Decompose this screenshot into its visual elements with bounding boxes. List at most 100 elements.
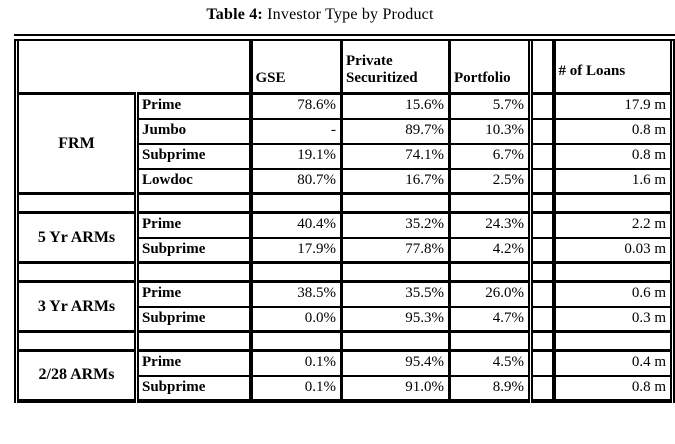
group-cell-228-arms: 2/28 ARMs — [16, 350, 137, 402]
cell-private-securitized: 35.2% — [340, 212, 450, 239]
cell-private-securitized: 91.0% — [340, 375, 450, 402]
cell-num-loans: 0.3 m — [551, 306, 673, 333]
table-row: Lowdoc 80.7% 16.7% 2.5% 1.6 m — [17, 168, 673, 195]
table-caption-text: Investor Type by Product — [262, 6, 434, 23]
cell-private-securitized: 74.1% — [340, 143, 450, 170]
cell-private-securitized: 35.5% — [340, 281, 450, 308]
cell-private-securitized: 89.7% — [340, 118, 450, 145]
spacer-cell — [551, 192, 673, 214]
cell-portfolio: 6.7% — [448, 143, 531, 170]
row-label: Prime — [134, 93, 251, 120]
row-label: Subprime — [134, 237, 251, 264]
header-row: GSE Private Securitized Portfolio # of L… — [16, 37, 673, 95]
row-label: Prime — [134, 350, 251, 377]
spacer-cell — [248, 330, 342, 352]
cell-gse: 78.6% — [248, 93, 342, 120]
cell-num-loans: 0.4 m — [551, 350, 673, 377]
table-caption-number: Table 4: — [206, 6, 263, 23]
table-row: Subprime 0.1% 91.0% 8.9% 0.8 m — [17, 375, 673, 402]
row-label: Lowdoc — [134, 168, 251, 195]
section-spacer-row — [16, 330, 673, 352]
cell-portfolio: 5.7% — [448, 93, 531, 120]
cell-portfolio: 4.7% — [448, 306, 531, 333]
row-label: Subprime — [134, 375, 251, 402]
spacer-cell — [134, 192, 251, 214]
table-row: FRM Prime 78.6% 15.6% 5.7% 17.9 m — [16, 93, 673, 195]
section-spacer-row — [16, 192, 673, 214]
row-label: Subprime — [134, 143, 251, 170]
spacer-cell — [551, 261, 673, 283]
spacer-cell — [16, 261, 137, 283]
cell-num-loans: 0.03 m — [551, 237, 673, 264]
group-cell-frm: FRM — [16, 93, 137, 195]
cell-gse: 0.0% — [248, 306, 342, 333]
table-row: 5 Yr ARMs Prime 40.4% 35.2% 24.3% 2.2 m — [16, 212, 673, 264]
cell-portfolio: 10.3% — [448, 118, 531, 145]
cell-portfolio: 4.2% — [448, 237, 531, 264]
cell-gse: 0.1% — [248, 350, 342, 377]
spacer-cell — [528, 375, 554, 402]
spacer-cell — [16, 192, 137, 214]
cell-gse: 80.7% — [248, 168, 342, 195]
cell-gse: - — [248, 118, 342, 145]
table-caption: Table 4: Investor Type by Product — [0, 6, 640, 24]
cell-private-securitized: 77.8% — [340, 237, 450, 264]
cell-gse: 38.5% — [248, 281, 342, 308]
spacer-cell — [448, 261, 531, 283]
spacer-cell — [134, 330, 251, 352]
cell-num-loans: 0.8 m — [551, 118, 673, 145]
investor-type-by-product-table: GSE Private Securitized Portfolio # of L… — [14, 34, 675, 403]
cell-portfolio: 2.5% — [448, 168, 531, 195]
group-cell-5yr-arms: 5 Yr ARMs — [16, 212, 137, 264]
spacer-cell — [528, 281, 554, 308]
cell-portfolio: 26.0% — [448, 281, 531, 308]
table-row: Subprime 19.1% 74.1% 6.7% 0.8 m — [17, 143, 673, 170]
cell-private-securitized: 15.6% — [340, 93, 450, 120]
cell-private-securitized: 16.7% — [340, 168, 450, 195]
table-row: Jumbo - 89.7% 10.3% 0.8 m — [17, 118, 673, 145]
spacer-cell — [528, 350, 554, 377]
row-label: Prime — [134, 212, 251, 239]
spacer-cell — [448, 330, 531, 352]
spacer-cell — [340, 192, 450, 214]
row-label: Jumbo — [134, 118, 251, 145]
spacer-cell — [16, 330, 137, 352]
table-row: 3 Yr ARMs Prime 38.5% 35.5% 26.0% 0.6 m — [16, 281, 673, 333]
spacer-cell — [248, 192, 342, 214]
section-spacer-row — [16, 261, 673, 283]
cell-private-securitized: 95.4% — [340, 350, 450, 377]
spacer-cell — [528, 93, 554, 120]
cell-portfolio: 4.5% — [448, 350, 531, 377]
spacer-cell — [340, 261, 450, 283]
cell-num-loans: 17.9 m — [551, 93, 673, 120]
column-header-private-securitized: Private Securitized — [340, 37, 450, 95]
group-cell-3yr-arms: 3 Yr ARMs — [16, 281, 137, 333]
spacer-cell — [528, 330, 554, 352]
cell-num-loans: 0.8 m — [551, 143, 673, 170]
spacer-cell — [448, 192, 531, 214]
cell-gse: 40.4% — [248, 212, 342, 239]
column-header-gse: GSE — [248, 37, 342, 95]
spacer-cell — [528, 192, 554, 214]
cell-num-loans: 2.2 m — [551, 212, 673, 239]
spacer-cell — [528, 237, 554, 264]
spacer-column-header — [528, 37, 554, 95]
spacer-cell — [528, 143, 554, 170]
cell-portfolio: 8.9% — [448, 375, 531, 402]
cell-gse: 0.1% — [248, 375, 342, 402]
cell-gse: 19.1% — [248, 143, 342, 170]
header-blank-cell — [16, 37, 251, 95]
cell-gse: 17.9% — [248, 237, 342, 264]
row-label: Prime — [134, 281, 251, 308]
table-row: 2/28 ARMs Prime 0.1% 95.4% 4.5% 0.4 m — [16, 350, 673, 402]
table-row: Subprime 17.9% 77.8% 4.2% 0.03 m — [17, 237, 673, 264]
cell-num-loans: 0.8 m — [551, 375, 673, 402]
cell-private-securitized: 95.3% — [340, 306, 450, 333]
spacer-cell — [528, 118, 554, 145]
row-label: Subprime — [134, 306, 251, 333]
spacer-cell — [528, 212, 554, 239]
cell-num-loans: 1.6 m — [551, 168, 673, 195]
spacer-cell — [134, 261, 251, 283]
column-header-portfolio: Portfolio — [448, 37, 531, 95]
spacer-cell — [528, 168, 554, 195]
